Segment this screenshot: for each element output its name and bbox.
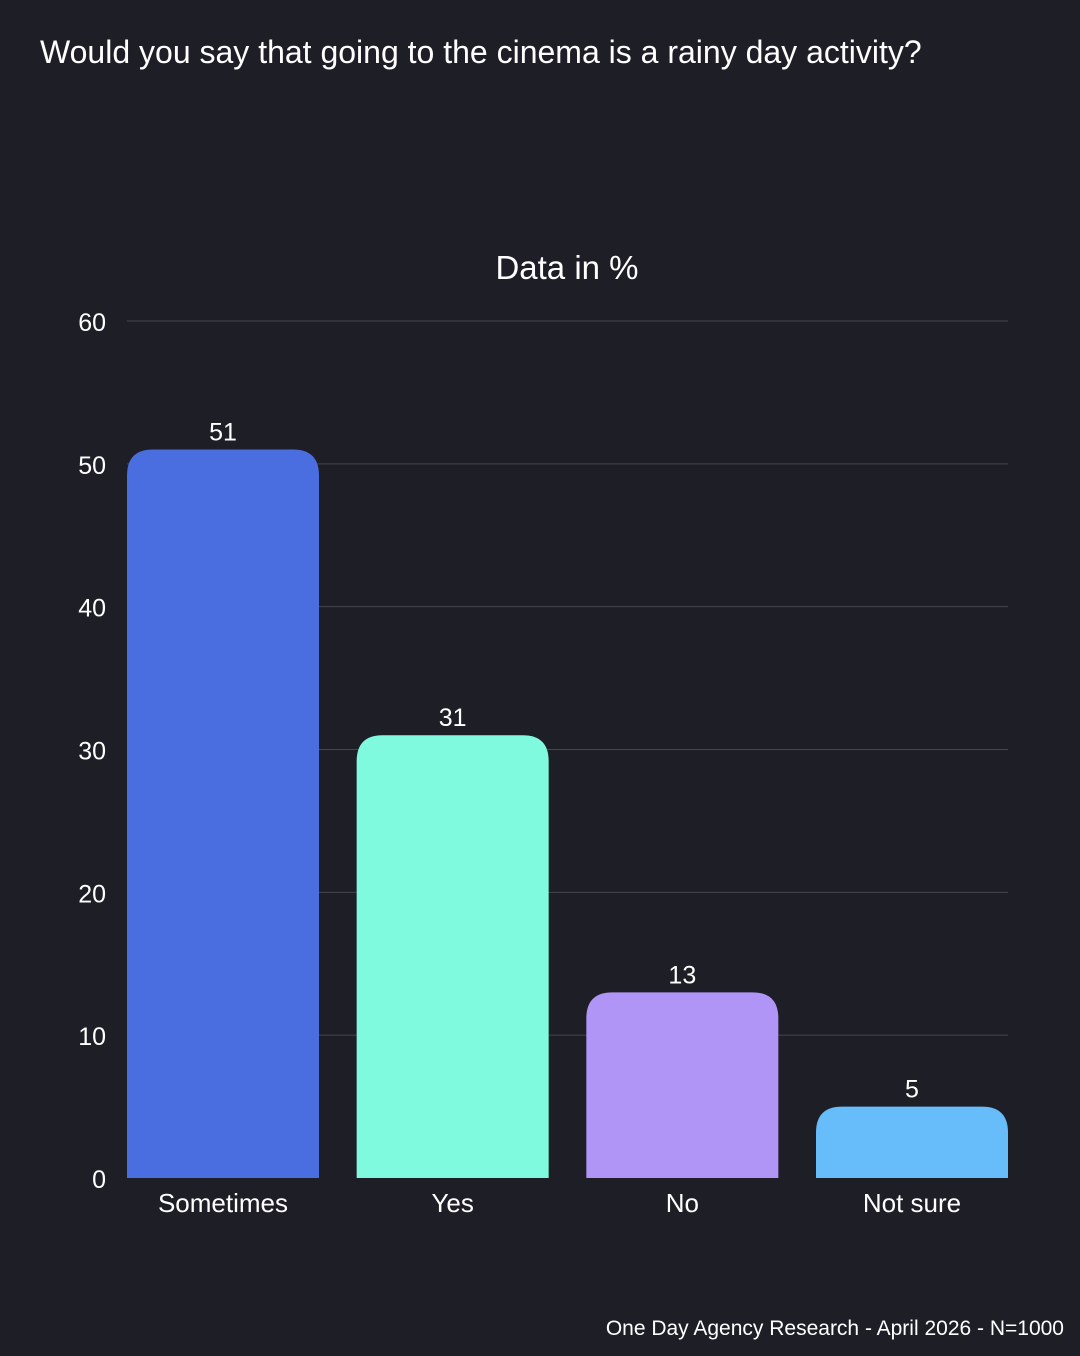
bars <box>127 449 1008 1178</box>
bar-no <box>586 992 779 1178</box>
source-footnote: One Day Agency Research - April 2026 - N… <box>605 1317 1064 1340</box>
chart-title: Data in % <box>495 249 638 286</box>
bar-value-label: 31 <box>439 704 467 732</box>
y-tick-label: 20 <box>78 880 106 908</box>
y-tick-label: 40 <box>78 595 106 623</box>
x-tick-label: No <box>666 1188 699 1218</box>
x-tick-label: Yes <box>431 1188 473 1218</box>
bar-value-label: 13 <box>668 961 696 989</box>
x-tick-label: Not sure <box>863 1188 961 1218</box>
y-axis-ticks: 0 10 20 30 40 50 60 <box>78 309 106 1194</box>
y-tick-label: 50 <box>78 452 106 480</box>
y-tick-label: 60 <box>78 309 106 337</box>
y-tick-label: 0 <box>92 1166 106 1194</box>
data-labels: 51 31 13 5 <box>209 419 919 1104</box>
x-tick-label: Sometimes <box>158 1188 288 1218</box>
bar-yes <box>356 735 549 1178</box>
bar-sometimes <box>127 449 319 1178</box>
bar-value-label: 51 <box>209 419 237 447</box>
bar-value-label: 5 <box>905 1076 919 1104</box>
y-tick-label: 30 <box>78 738 106 766</box>
chart-question: Would you say that going to the cinema i… <box>40 34 922 70</box>
x-axis-ticks: Sometimes Yes No Not sure <box>158 1188 961 1218</box>
bar-not-sure <box>816 1106 1008 1178</box>
y-tick-label: 10 <box>78 1023 106 1051</box>
